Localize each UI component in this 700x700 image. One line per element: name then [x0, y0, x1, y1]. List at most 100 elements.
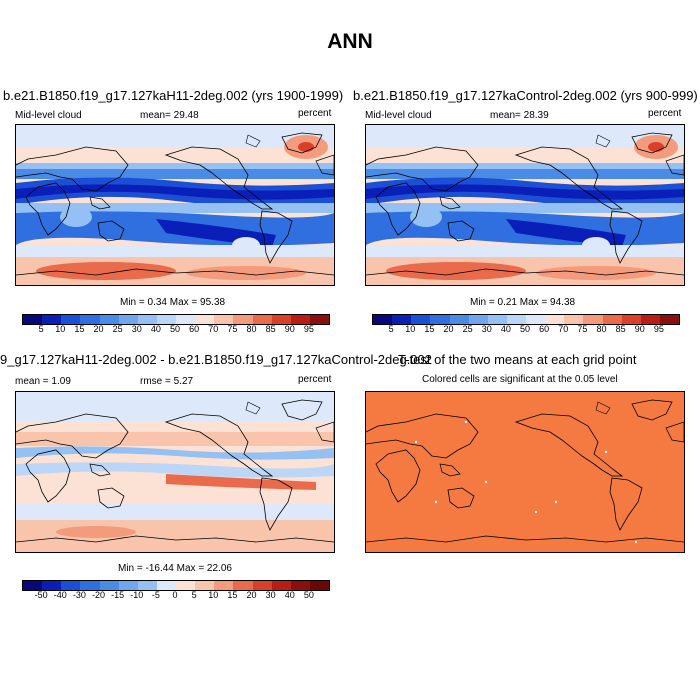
colorbar-tick-label: 20 — [443, 324, 454, 334]
colorbar-swatch — [214, 315, 234, 324]
colorbar-swatch — [118, 315, 138, 324]
colorbar-tick-label: 85 — [615, 324, 626, 334]
colorbar-tick-label: -40 — [53, 590, 67, 600]
colorbar-swatch — [468, 315, 488, 324]
colorbar-tick-label: 10 — [405, 324, 416, 334]
colorbar-tick-label: 30 — [131, 324, 142, 334]
panel1-colorbar-labels: 5 10 15 20 25 30 40 50 60 70 75 80 85 90 95 — [22, 324, 328, 336]
colorbar-swatch — [545, 315, 565, 324]
panel1-minmax-label: Min = 0.34 Max = 95.38 — [120, 297, 226, 308]
colorbar-swatch — [564, 315, 584, 324]
panel1-mean-label: mean= 29.48 — [140, 110, 199, 121]
colorbar-swatch — [61, 581, 81, 590]
panel3-mean-label: mean = 1.09 — [15, 376, 71, 387]
colorbar-tick-label: 70 — [558, 324, 569, 334]
panel3-minmax-label: Min = -16.44 Max = 22.06 — [118, 563, 232, 574]
colorbar-tick-label: 60 — [539, 324, 550, 334]
colorbar-tick-label: 80 — [596, 324, 607, 334]
panel2-variable-label: Mid-level cloud — [365, 110, 432, 121]
colorbar-tick-label: -20 — [91, 590, 106, 600]
colorbar-tick-label: 50 — [303, 590, 314, 600]
colorbar-tick-label: 90 — [634, 324, 645, 334]
colorbar-tick-label: 0 — [172, 590, 178, 600]
colorbar-swatch — [290, 315, 310, 324]
colorbar-tick-label: 20 — [93, 324, 104, 334]
colorbar-swatch — [61, 315, 81, 324]
colorbar-tick-label: 60 — [189, 324, 200, 334]
colorbar-swatch — [195, 581, 215, 590]
panel3-map — [15, 391, 335, 553]
colorbar-tick-label: 90 — [284, 324, 295, 334]
colorbar-swatch — [252, 315, 272, 324]
colorbar-swatch — [137, 315, 157, 324]
colorbar-swatch — [23, 581, 43, 590]
colorbar-swatch — [290, 581, 310, 590]
colorbar-swatch — [42, 581, 62, 590]
panel2-map — [365, 124, 685, 286]
colorbar-tick-label: 75 — [227, 324, 238, 334]
panel2-minmax-label: Min = 0.21 Max = 94.38 — [470, 297, 576, 308]
panel3-units-label: percent — [298, 374, 332, 385]
colorbar-swatch — [309, 315, 329, 324]
colorbar-swatch — [449, 315, 469, 324]
colorbar-swatch — [99, 581, 119, 590]
colorbar-swatch — [430, 315, 450, 324]
colorbar-swatch — [252, 581, 272, 590]
colorbar-tick-label: 50 — [519, 324, 531, 334]
panel4-map — [365, 391, 685, 553]
colorbar-tick-label: 70 — [208, 324, 219, 334]
panel3-colorbar-labels: -50 -40 -30 -20 -15 -10 -5 0 5 10 15 20 30 40 50 — [22, 590, 328, 602]
colorbar-swatch — [411, 315, 431, 324]
colorbar-tick-label: 40 — [284, 590, 295, 600]
colorbar-swatch — [373, 315, 393, 324]
panel2-mean-label: mean= 28.39 — [490, 110, 549, 121]
colorbar-tick-label: 25 — [112, 324, 123, 334]
colorbar-tick-label: 80 — [246, 324, 257, 334]
colorbar-swatch — [195, 315, 215, 324]
panel1-case-title: b.e21.B1850.f19_g17.127kaH11-2deg.002 (y… — [3, 88, 344, 103]
colorbar-swatch — [214, 581, 234, 590]
colorbar-tick-label: 40 — [150, 324, 161, 334]
colorbar-tick-label: 5 — [191, 590, 197, 600]
panel1-map — [15, 124, 335, 286]
colorbar-swatch — [99, 315, 119, 324]
panel4-title: T-test of the two means at each grid poi… — [398, 352, 637, 367]
colorbar-tick-label: -50 — [34, 590, 48, 600]
colorbar-tick-label: -15 — [111, 590, 125, 600]
colorbar-swatch — [176, 581, 196, 590]
colorbar-tick-label: 30 — [481, 324, 492, 334]
colorbar-swatch — [156, 315, 176, 324]
colorbar-swatch — [602, 315, 622, 324]
page-title: ANN — [327, 30, 373, 53]
panel4-subtitle: Colored cells are significant at the 0.0… — [422, 374, 618, 385]
colorbar-swatch — [156, 581, 176, 590]
colorbar-swatch — [271, 315, 291, 324]
colorbar-swatch — [118, 581, 138, 590]
colorbar-tick-label: 20 — [246, 590, 257, 600]
panel3-colorbar — [22, 580, 330, 591]
colorbar-swatch — [659, 315, 679, 324]
colorbar-tick-label: 15 — [74, 324, 85, 334]
panel1-colorbar — [22, 314, 330, 325]
colorbar-tick-label: -10 — [130, 590, 144, 600]
colorbar-tick-label: 40 — [500, 324, 511, 334]
colorbar-swatch — [526, 315, 546, 324]
colorbar-tick-label: 75 — [577, 324, 588, 334]
colorbar-tick-label: 50 — [169, 324, 181, 334]
colorbar-swatch — [487, 315, 507, 324]
colorbar-swatch — [583, 315, 603, 324]
colorbar-tick-label: 30 — [265, 590, 276, 600]
colorbar-swatch — [80, 581, 100, 590]
colorbar-swatch — [176, 315, 196, 324]
colorbar-swatch — [42, 315, 62, 324]
colorbar-tick-label: 10 — [208, 590, 219, 600]
colorbar-tick-label: 15 — [424, 324, 435, 334]
colorbar-tick-label: 5 — [388, 324, 394, 334]
colorbar-swatch — [621, 315, 641, 324]
panel1-variable-label: Mid-level cloud — [15, 110, 82, 121]
colorbar-tick-label: -5 — [151, 590, 160, 600]
colorbar-tick-label: 95 — [653, 324, 664, 334]
colorbar-swatch — [309, 581, 329, 590]
panel2-case-title: b.e21.B1850.f19_g17.127kaControl-2deg.00… — [353, 88, 698, 103]
panel3-case-title: 9_g17.127kaH11-2deg.002 - b.e21.B1850.f1… — [0, 352, 432, 367]
